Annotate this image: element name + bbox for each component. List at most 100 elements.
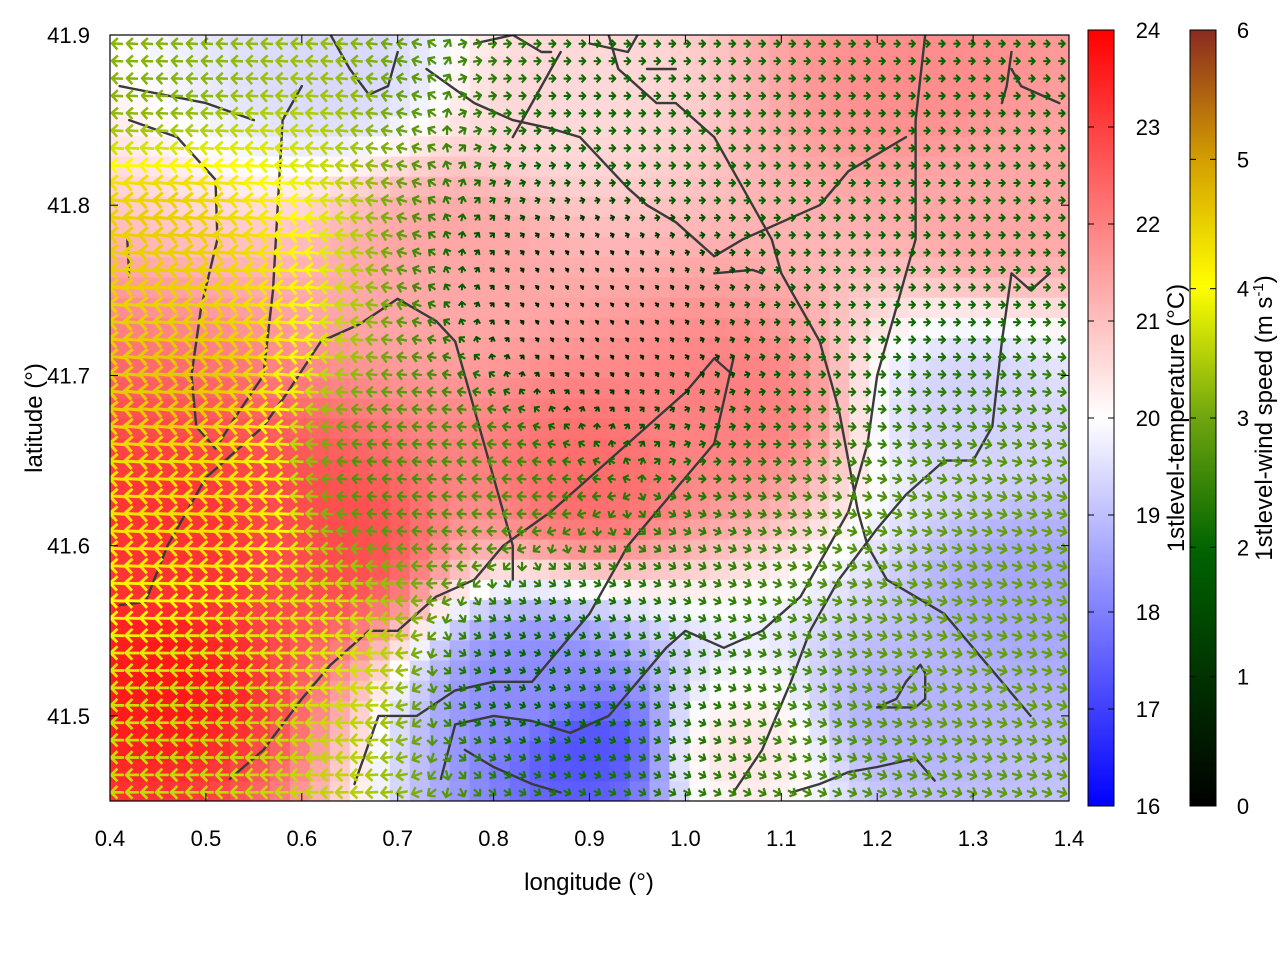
temperature-cell <box>629 337 651 359</box>
temperature-cell <box>469 236 491 258</box>
temperature-cell <box>789 518 810 540</box>
temperature-cell <box>429 659 451 681</box>
temperature-cell <box>589 518 611 540</box>
temperature-cell <box>329 75 351 97</box>
temperature-cell <box>489 256 511 278</box>
temperature-cell <box>549 538 571 560</box>
temperature-cell <box>369 176 391 197</box>
temperature-cell <box>889 176 910 197</box>
temperature-cell <box>929 297 950 318</box>
temperature-cell <box>269 599 291 621</box>
temperature-cell <box>489 236 511 258</box>
temperature-cell <box>589 135 611 157</box>
temperature-cell <box>609 135 631 157</box>
temperature-cell <box>989 700 1010 721</box>
temperature-cell <box>949 55 970 76</box>
temperature-cell <box>1049 176 1069 197</box>
temperature-cell <box>989 115 1010 137</box>
temperature-cell <box>649 760 670 782</box>
temperature-cell <box>1049 317 1069 338</box>
temperature-cell <box>869 35 890 56</box>
temperature-cell <box>469 297 491 318</box>
temperature-cell <box>309 680 331 701</box>
temperature-cell <box>529 337 551 359</box>
temperature-cell <box>409 438 431 459</box>
temperature-cell <box>329 458 351 480</box>
temperature-cell <box>349 438 371 459</box>
temperature-cell <box>629 176 651 197</box>
temperature-cell <box>589 95 611 117</box>
temperature-cell <box>529 498 551 520</box>
temperature-cell <box>729 377 750 399</box>
temperature-cell <box>929 418 950 439</box>
temperature-cell <box>569 317 591 338</box>
temperature-cell <box>549 216 571 238</box>
temperature-cell <box>329 740 351 762</box>
temperature-cell <box>609 236 631 258</box>
temperature-cell <box>689 297 710 318</box>
temperature-cell <box>309 639 331 661</box>
temperature-cell <box>449 236 471 258</box>
temperature-cell <box>569 276 591 298</box>
temperature-cell <box>469 579 491 601</box>
temperature-cell <box>509 35 531 56</box>
temperature-cell <box>689 498 710 520</box>
temperature-cell <box>629 720 651 742</box>
temperature-cell <box>749 297 770 318</box>
temperature-cell <box>389 337 411 359</box>
temperature-cell <box>989 35 1010 56</box>
temperature-cell <box>869 438 890 459</box>
temperature-cell <box>749 518 770 540</box>
temperature-cell <box>649 276 670 298</box>
temperature-cell <box>809 135 830 157</box>
temperature-cell <box>769 317 790 338</box>
temperature-cell <box>869 55 890 76</box>
temperature-cell <box>1009 377 1030 399</box>
temperature-cell <box>989 216 1010 238</box>
temperature-cell <box>209 720 231 742</box>
temperature-cell <box>749 115 770 137</box>
temperature-cell <box>729 700 750 721</box>
temperature-cell <box>809 115 830 137</box>
temperature-cell <box>449 478 471 500</box>
temperature-cell <box>369 256 391 278</box>
temperature-cell <box>569 115 591 137</box>
temperature-cell <box>629 357 651 379</box>
temperature-cell <box>569 35 591 56</box>
temperature-cell <box>989 256 1010 278</box>
temperature-cell <box>529 95 551 117</box>
temperature-cell <box>569 377 591 399</box>
temperature-cell <box>169 639 191 661</box>
temperature-cell <box>589 720 611 742</box>
temperature-cell <box>549 518 571 540</box>
temperature-cell <box>209 518 231 540</box>
temperature-cell <box>649 297 670 318</box>
temperature-cell <box>529 579 551 601</box>
temperature-cell <box>249 760 271 782</box>
temperature-cell <box>869 418 890 439</box>
temperature-cell <box>469 498 491 520</box>
temperature-cell <box>929 115 950 137</box>
temperature-cell <box>929 135 950 157</box>
temperature-cell <box>789 700 810 721</box>
temperature-cell <box>309 256 331 278</box>
temperature-cell <box>369 680 391 701</box>
temperature-cell <box>509 297 531 318</box>
temperature-cell <box>289 760 311 782</box>
temperature-cell <box>869 115 890 137</box>
temperature-cell <box>389 478 411 500</box>
temperature-cell <box>709 55 730 76</box>
temperature-cell <box>489 317 511 338</box>
temperature-cell <box>489 337 511 359</box>
temperature-cell <box>529 680 551 701</box>
temperature-cell <box>929 377 950 399</box>
temperature-cell <box>609 418 631 439</box>
temperature-cell <box>629 236 651 258</box>
temperature-cell <box>469 75 491 97</box>
temperature-cell <box>509 720 531 742</box>
temperature-cell <box>989 135 1010 157</box>
temperature-cell <box>569 75 591 97</box>
temperature-cell <box>509 458 531 480</box>
temperature-cell <box>209 135 231 157</box>
temperature-cell <box>309 559 331 580</box>
